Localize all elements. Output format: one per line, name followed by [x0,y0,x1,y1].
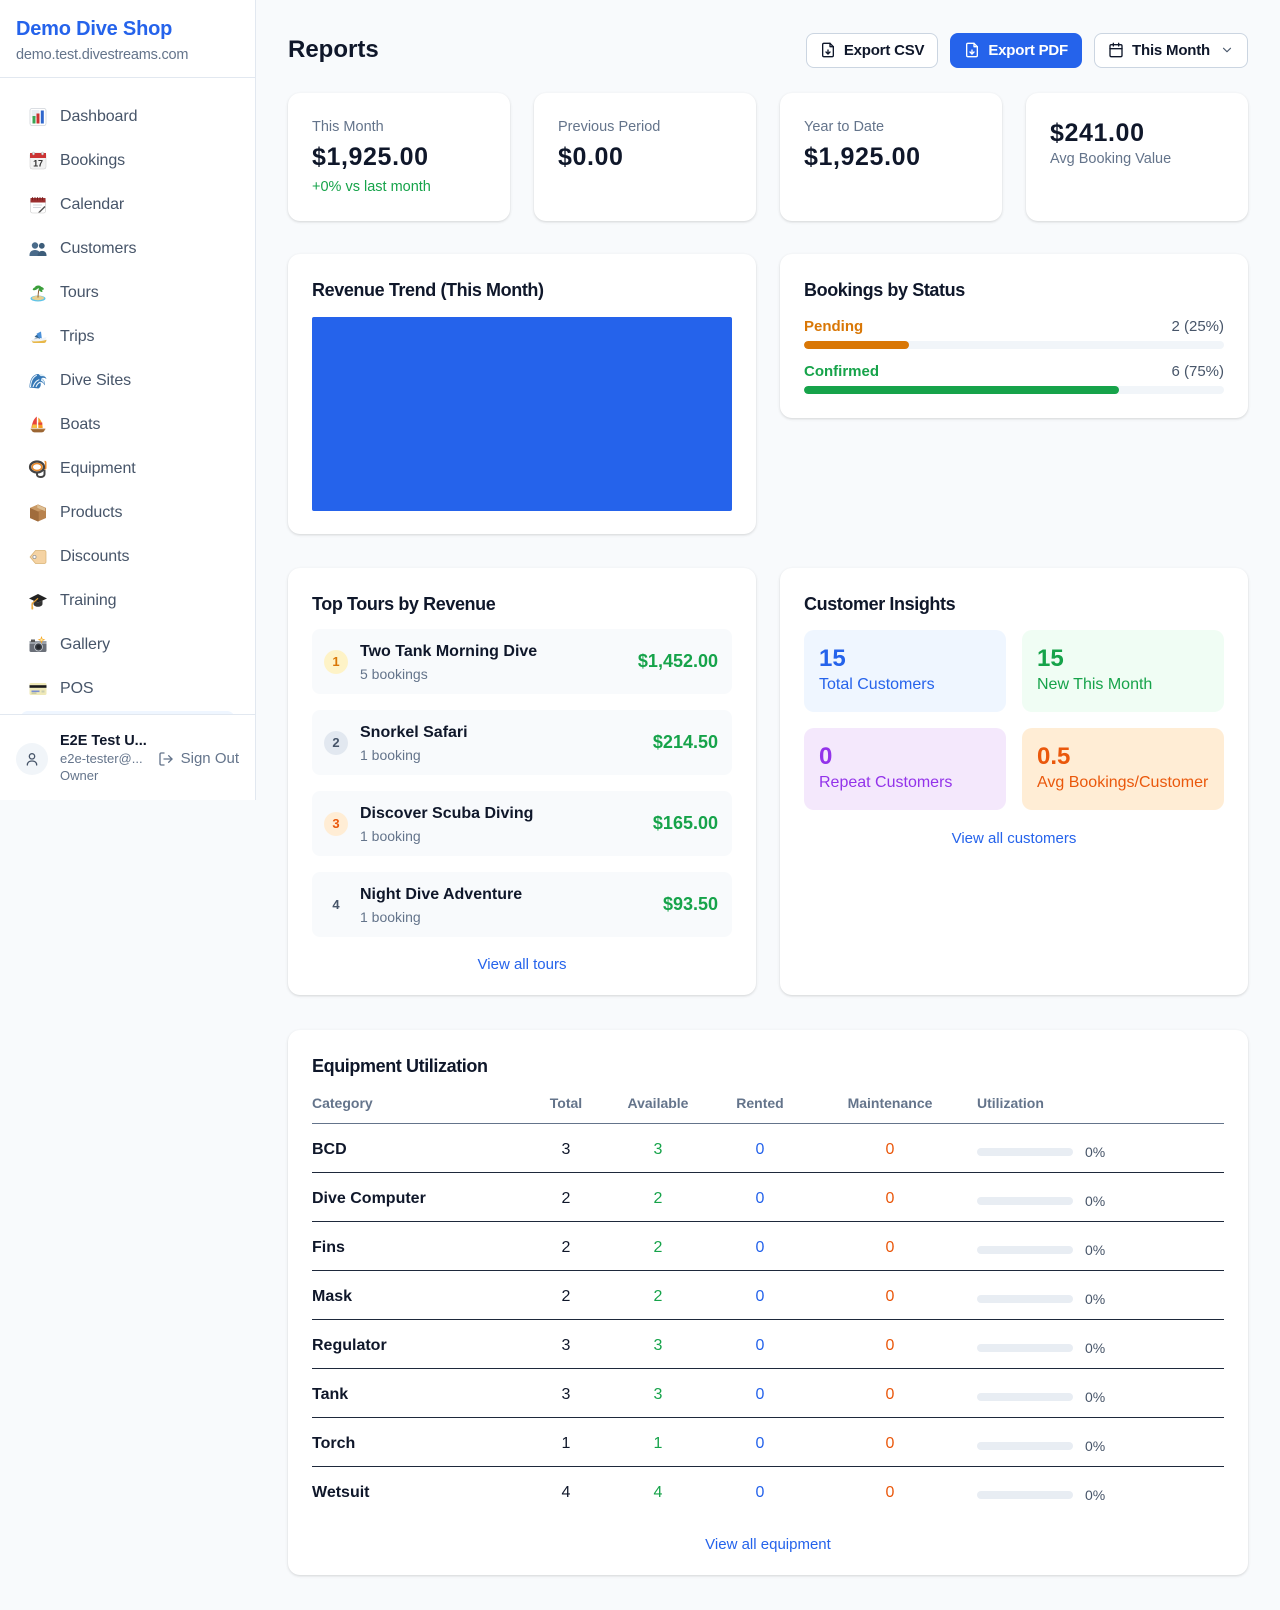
svg-text:17: 17 [33,159,43,169]
